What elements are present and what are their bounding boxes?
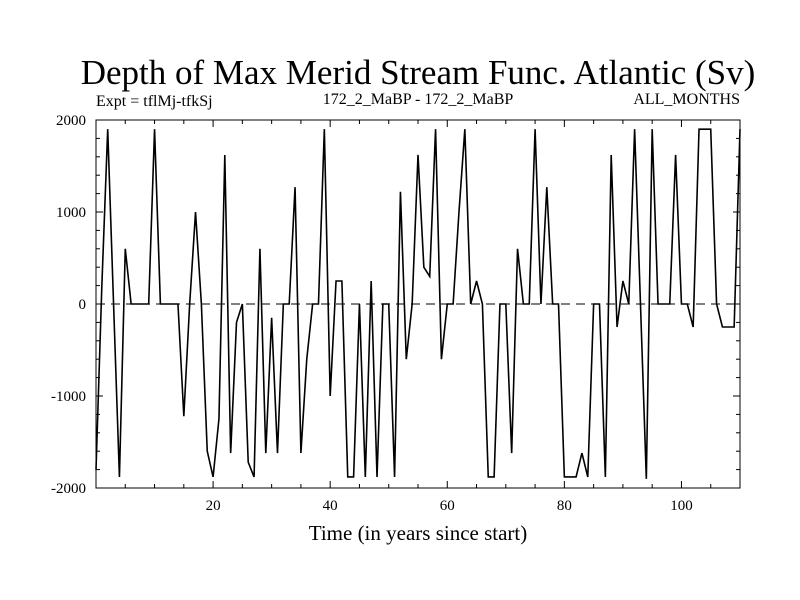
y-tick-label: -2000 xyxy=(51,481,86,497)
series-line xyxy=(95,128,741,479)
series-group xyxy=(95,128,741,479)
comparison-label: 172_2_MaBP - 172_2_MaBP xyxy=(323,91,514,108)
chart-title: Depth of Max Merid Stream Func. Atlantic… xyxy=(81,53,756,92)
months-label: ALL_MONTHS xyxy=(633,91,740,108)
y-tick-label: -1000 xyxy=(51,389,86,405)
y-axis: 2000 1000 0 -1000 -2000 xyxy=(51,113,740,497)
x-tick-label: 40 xyxy=(323,498,338,514)
x-axis-label: Time (in years since start) xyxy=(309,521,528,545)
y-tick-label: 1000 xyxy=(56,205,86,221)
x-axis: 20 40 60 80 100 xyxy=(206,120,693,514)
y-tick-label: 2000 xyxy=(56,113,86,129)
y-tick-label: 0 xyxy=(79,297,87,313)
x-tick-label: 60 xyxy=(440,498,455,514)
minor-ticks xyxy=(96,120,740,488)
x-tick-label: 80 xyxy=(557,498,572,514)
experiment-label: Expt = tflMj-tfkSj xyxy=(96,93,213,110)
x-tick-label: 20 xyxy=(206,498,221,514)
x-tick-label: 100 xyxy=(670,498,693,514)
